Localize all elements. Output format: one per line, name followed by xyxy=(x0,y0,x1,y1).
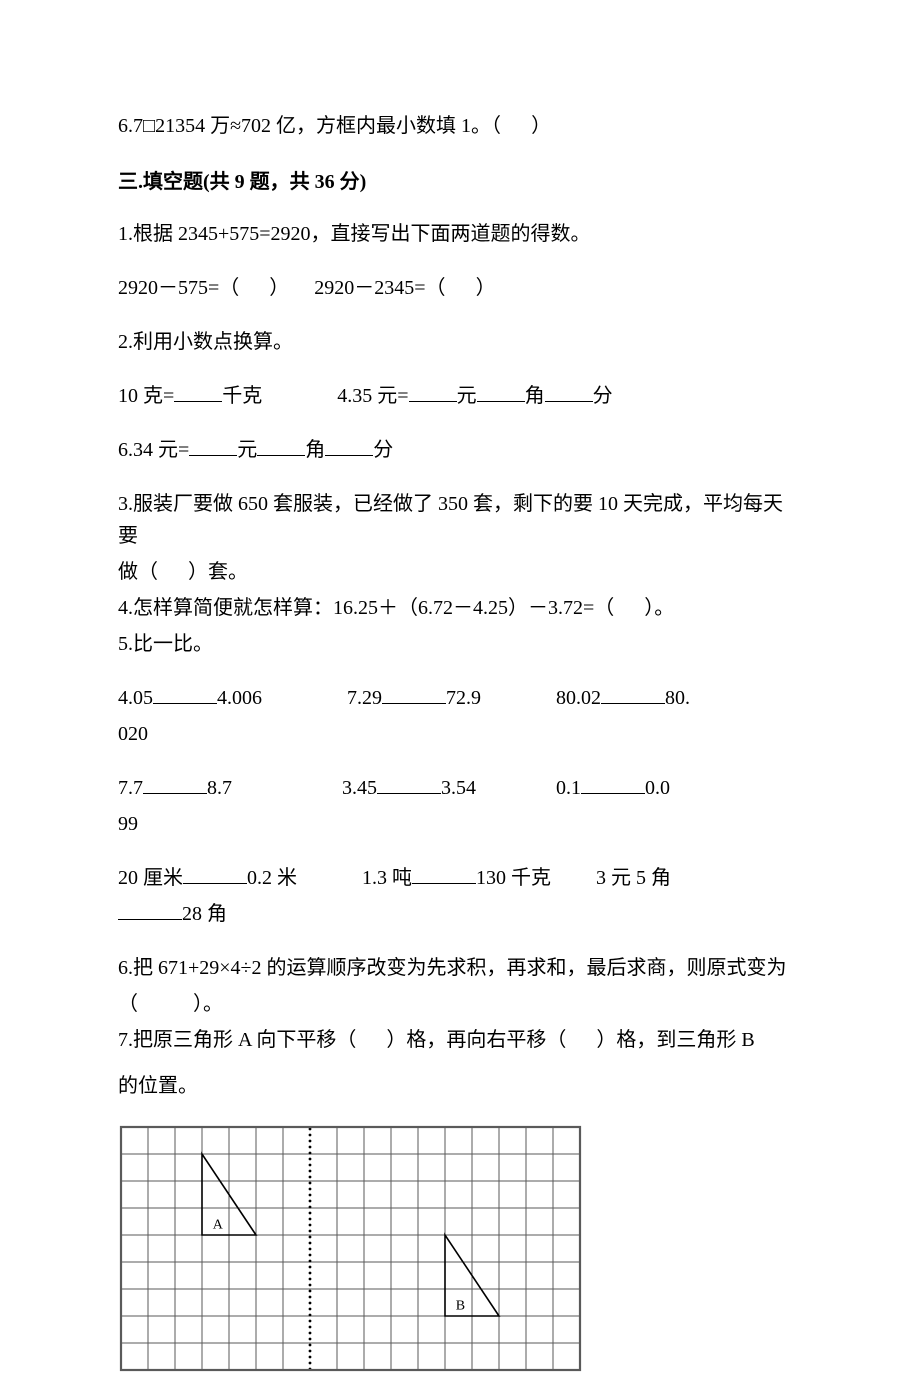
q2-l2-d: 分 xyxy=(373,439,393,461)
r2-b: 8.7 xyxy=(207,777,232,799)
eq2-right: ） xyxy=(476,277,496,299)
eq2-blank xyxy=(451,277,471,299)
r3-blank1 xyxy=(183,862,247,884)
eq1-right: ） xyxy=(269,277,289,299)
q7-c: ）格，到三角形 B xyxy=(596,1029,754,1051)
r3-d: 130 千克 xyxy=(476,867,551,889)
r2-f: 0.0 xyxy=(645,777,670,799)
q4-a: 4.怎样算简便就怎样算：16.25＋（6.72－4.25）－3.72=（ xyxy=(118,597,614,619)
fill-q1-equations: 2920－575=（ ） 2920－2345=（ ） xyxy=(118,272,802,304)
q5-row3: 20 厘米 0.2 米 1.3 吨 130 千克 3 元 5 角 xyxy=(118,862,802,894)
q7-b: ）格，再向右平移（ xyxy=(386,1029,566,1051)
prev-question-6: 6.7□21354 万≈702 亿，方框内最小数填 1。（ ） xyxy=(118,110,802,142)
r1-d: 72.9 xyxy=(446,687,481,709)
r1-f: 80. xyxy=(665,687,690,709)
svg-text:A: A xyxy=(213,1217,224,1232)
r1-a: 4.05 xyxy=(118,687,153,709)
r1-blank3 xyxy=(601,682,665,704)
q2-l1-c: 4.35 元= xyxy=(337,385,408,407)
q7-blank2 xyxy=(571,1029,591,1051)
q2-l1-f: 分 xyxy=(593,385,613,407)
q6b-a: （ xyxy=(118,993,138,1015)
blank-jiao2 xyxy=(257,434,305,456)
q2-gap xyxy=(267,385,332,407)
r3-f: 28 角 xyxy=(182,903,227,925)
q7-blank1 xyxy=(361,1029,381,1051)
q3-l2-b: ）套。 xyxy=(188,561,248,583)
r2-a: 7.7 xyxy=(118,777,143,799)
q5-row3-cont: 28 角 xyxy=(118,898,802,930)
r1-c: 7.29 xyxy=(347,687,382,709)
fill-q2-line2: 6.34 元= 元 角 分 xyxy=(118,434,802,466)
fill-q5-title: 5.比一比。 xyxy=(118,628,802,660)
fill-q4: 4.怎样算简便就怎样算：16.25＋（6.72－4.25）－3.72=（ ）。 xyxy=(118,592,802,624)
q3-l2-a: 做（ xyxy=(118,561,158,583)
eq-gap xyxy=(294,277,309,299)
fill-q2-line1: 10 克= 千克 4.35 元= 元 角 分 xyxy=(118,380,802,412)
q6-text-part2: ） xyxy=(531,115,551,137)
q6-text-part1: 6.7□21354 万≈702 亿，方框内最小数填 1。（ xyxy=(118,115,501,137)
grid-figure: AB xyxy=(118,1124,802,1373)
fill-q6-line1: 6.把 671+29×4÷2 的运算顺序改变为先求积，再求和，最后求商，则原式变… xyxy=(118,952,802,984)
q2-l2-c: 角 xyxy=(305,439,325,461)
r3-blank3 xyxy=(118,898,182,920)
r3-b: 0.2 米 xyxy=(247,867,297,889)
r2-blank1 xyxy=(143,772,207,794)
r2-e: 0.1 xyxy=(556,777,581,799)
fill-q3-line1: 3.服装厂要做 650 套服装，已经做了 350 套，剩下的要 10 天完成，平… xyxy=(118,488,802,552)
q2-l1-a: 10 克= xyxy=(118,385,174,407)
blank-fen xyxy=(545,380,593,402)
q2-l2-b: 元 xyxy=(237,439,257,461)
r2-d: 3.54 xyxy=(441,777,476,799)
section-3-title: 三.填空题(共 9 题，共 36 分) xyxy=(118,166,802,198)
q6-blank-space xyxy=(506,115,526,137)
fill-q2-prompt: 2.利用小数点换算。 xyxy=(118,326,802,358)
blank-kg xyxy=(174,380,222,402)
eq2-left: 2920－2345=（ xyxy=(314,277,445,299)
r2-blank3 xyxy=(581,772,645,794)
r3-e: 3 元 5 角 xyxy=(596,867,671,889)
q4-blank xyxy=(619,597,639,619)
q2-l1-b: 千克 xyxy=(222,385,262,407)
q4-b: ）。 xyxy=(644,597,674,619)
r1-e: 80.02 xyxy=(556,687,601,709)
q6b-b: ）。 xyxy=(193,993,223,1015)
r1-b: 4.006 xyxy=(217,687,262,709)
q5-row2: 7.7 8.7 3.45 3.54 0.1 0.0 xyxy=(118,772,802,804)
blank-fen2 xyxy=(325,434,373,456)
svg-text:B: B xyxy=(456,1298,465,1313)
r3-a: 20 厘米 xyxy=(118,867,183,889)
r2-blank2 xyxy=(377,772,441,794)
blank-jiao xyxy=(477,380,525,402)
fill-q7-line1: 7.把原三角形 A 向下平移（ ）格，再向右平移（ ）格，到三角形 B xyxy=(118,1024,802,1056)
r1-blank2 xyxy=(382,682,446,704)
eq1-left: 2920－575=（ xyxy=(118,277,239,299)
r3-blank2 xyxy=(412,862,476,884)
q2-l1-d: 元 xyxy=(457,385,477,407)
q6b-blank xyxy=(143,993,188,1015)
r2-c: 3.45 xyxy=(342,777,377,799)
blank-yuan xyxy=(409,380,457,402)
fill-q7-line2: 的位置。 xyxy=(118,1070,802,1102)
r1-blank1 xyxy=(153,682,217,704)
fill-q3-line2: 做（ ）套。 xyxy=(118,556,802,588)
fill-q1-prompt: 1.根据 2345+575=2920，直接写出下面两道题的得数。 xyxy=(118,218,802,250)
q7-a: 7.把原三角形 A 向下平移（ xyxy=(118,1029,356,1051)
q2-l1-e: 角 xyxy=(525,385,545,407)
eq1-blank xyxy=(244,277,264,299)
q2-l2-a: 6.34 元= xyxy=(118,439,189,461)
r3-c: 1.3 吨 xyxy=(362,867,412,889)
q5-row1: 4.05 4.006 7.29 72.9 80.02 80. xyxy=(118,682,802,714)
q5-row2-cont: 99 xyxy=(118,808,802,840)
blank-yuan2 xyxy=(189,434,237,456)
fill-q6-line2: （ ）。 xyxy=(118,988,802,1020)
grid-svg: AB xyxy=(118,1124,583,1373)
q3-blank xyxy=(163,561,183,583)
q5-row1-cont: 020 xyxy=(118,718,802,750)
